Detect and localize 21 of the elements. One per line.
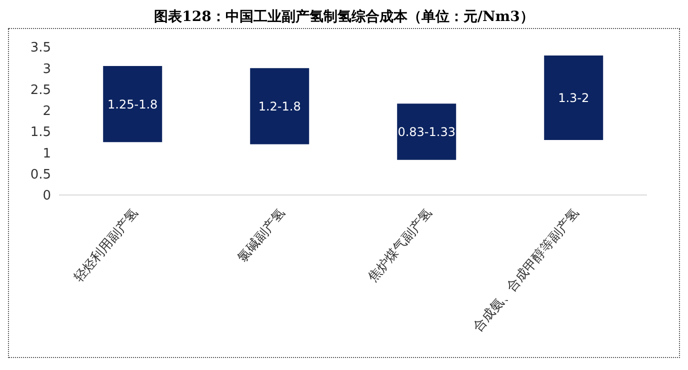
x-tick-label: 氯碱副产氢 [235, 206, 289, 266]
y-tick-label: 0 [42, 188, 51, 204]
bar [250, 68, 310, 144]
y-tick-label: 3.5 [30, 40, 51, 56]
x-tick-label: 焦炉煤气副产氢 [366, 206, 436, 286]
data-label: 1.3-2 [558, 91, 590, 106]
y-tick-label: 1 [42, 146, 51, 162]
data-label: 1.2-1.8 [258, 99, 301, 114]
y-tick-label: 2.5 [30, 82, 51, 98]
y-tick-label: 2 [42, 104, 51, 120]
x-tick-label: 合成氨、合成甲醇等副产氢 [470, 206, 583, 336]
bar [397, 104, 456, 160]
x-tick-label: 轻烃利用副产氢 [72, 206, 142, 286]
y-tick-label: 3 [42, 62, 51, 77]
data-label: 1.25-1.8 [108, 97, 158, 112]
y-tick-label: 1.5 [30, 125, 51, 140]
y-tick-label: 0.5 [30, 167, 51, 182]
chart-title: 图表128：中国工业副产氢制氢综合成本（单位：元/Nm3） [153, 8, 535, 26]
bar [544, 55, 604, 140]
data-label: 0.83-1.33 [398, 125, 456, 140]
bar [103, 66, 162, 142]
